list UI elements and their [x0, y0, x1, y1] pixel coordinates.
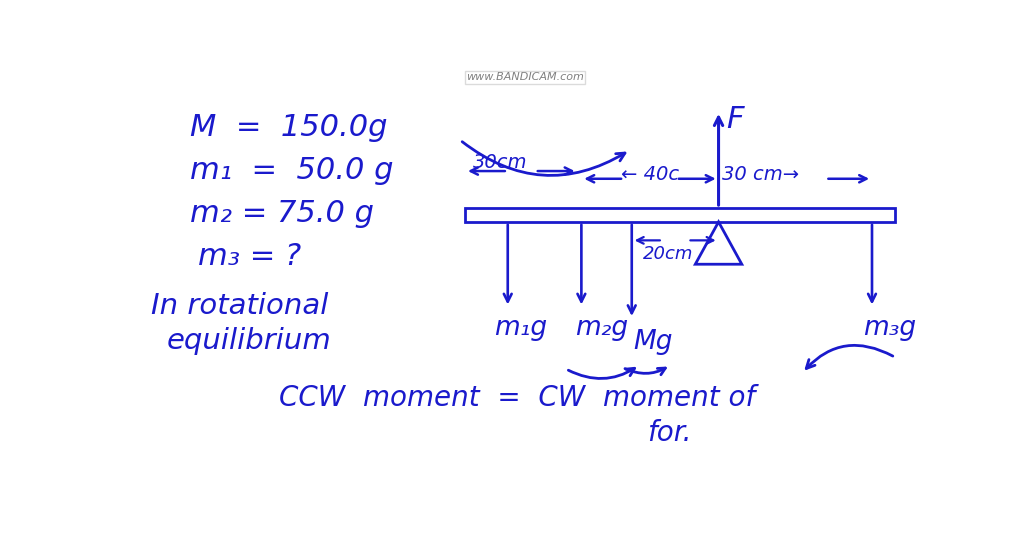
FancyArrowPatch shape [568, 368, 635, 379]
Text: CCW  moment  =  CW  moment of: CCW moment = CW moment of [280, 384, 756, 413]
FancyArrowPatch shape [462, 141, 625, 176]
Text: equilibrium: equilibrium [167, 327, 332, 355]
Text: F: F [726, 105, 743, 134]
Text: m₂g: m₂g [575, 315, 629, 341]
FancyArrowPatch shape [625, 368, 666, 375]
Text: Mg: Mg [633, 329, 673, 355]
Text: In rotational: In rotational [152, 292, 329, 320]
Text: 20cm: 20cm [643, 245, 693, 263]
Text: ← 40c: ← 40c [621, 165, 679, 184]
Text: m₃ = ?: m₃ = ? [198, 242, 301, 271]
Text: m₂ = 75.0 g: m₂ = 75.0 g [190, 199, 374, 228]
Text: 30cm: 30cm [473, 153, 527, 172]
FancyArrowPatch shape [806, 346, 893, 368]
Text: M  =  150.0g: M = 150.0g [190, 112, 387, 141]
Text: m₁  =  50.0 g: m₁ = 50.0 g [190, 156, 393, 185]
Text: m₃g: m₃g [862, 315, 915, 341]
Text: for.: for. [647, 419, 692, 447]
Bar [465, 208, 895, 222]
Text: www.BANDICAM.com: www.BANDICAM.com [466, 72, 584, 83]
Text: 30 cm→: 30 cm→ [722, 165, 800, 184]
Text: m₁g: m₁g [494, 315, 547, 341]
